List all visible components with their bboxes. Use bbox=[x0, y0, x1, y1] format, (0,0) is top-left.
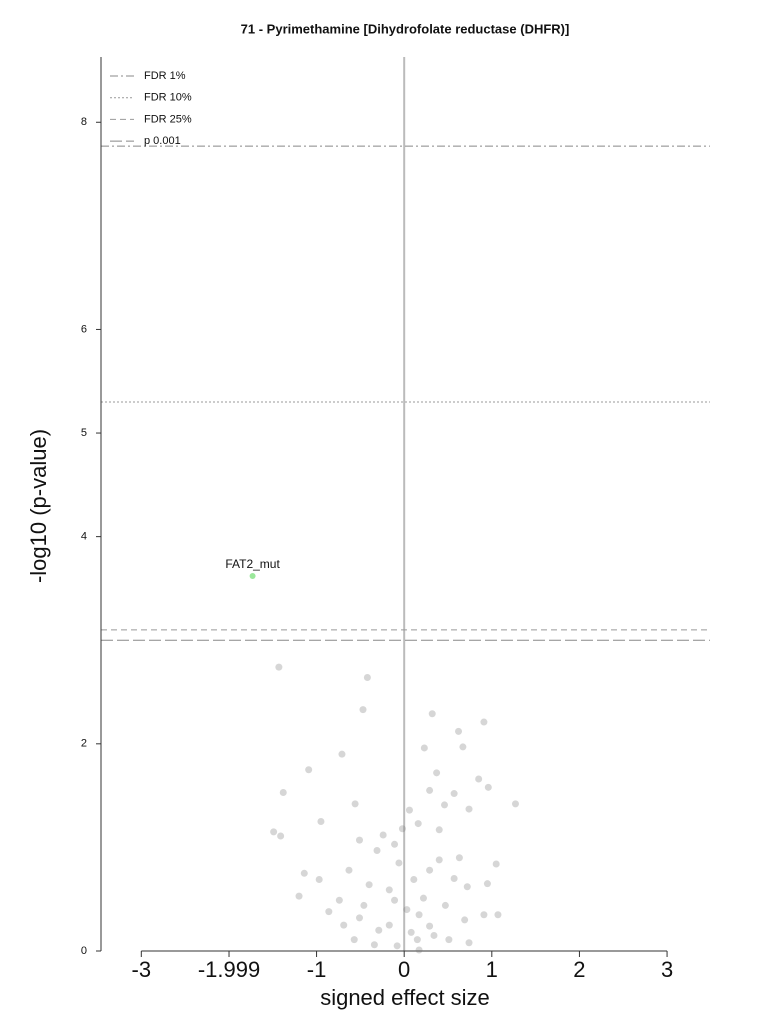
point bbox=[480, 718, 488, 726]
chart-title: 71 - Pyrimethamine [Dihydrofolate reduct… bbox=[241, 21, 570, 36]
point bbox=[350, 936, 358, 944]
point bbox=[279, 789, 287, 797]
point bbox=[415, 911, 423, 919]
point bbox=[395, 859, 403, 867]
point bbox=[345, 866, 353, 874]
point bbox=[433, 769, 441, 777]
point bbox=[480, 911, 488, 919]
point bbox=[426, 786, 434, 794]
point bbox=[420, 744, 428, 752]
point bbox=[305, 766, 313, 774]
point bbox=[484, 783, 492, 791]
point bbox=[365, 881, 373, 889]
legend-label: FDR 10% bbox=[144, 92, 192, 104]
point bbox=[359, 706, 367, 714]
legend-label: p 0.001 bbox=[144, 135, 181, 147]
point-label: FAT2_mut bbox=[225, 557, 280, 571]
point bbox=[465, 939, 473, 947]
point bbox=[475, 775, 483, 783]
point bbox=[413, 936, 421, 944]
x-tick-label: -1 bbox=[307, 957, 327, 982]
point bbox=[430, 931, 438, 939]
x-tick-label: 0 bbox=[398, 957, 410, 982]
point bbox=[355, 836, 363, 844]
point bbox=[492, 860, 500, 868]
point bbox=[414, 820, 422, 828]
point bbox=[317, 818, 325, 826]
point bbox=[338, 750, 346, 758]
point bbox=[375, 926, 383, 934]
point bbox=[450, 790, 458, 798]
point bbox=[351, 800, 359, 808]
point bbox=[415, 946, 423, 954]
point bbox=[511, 800, 519, 808]
x-tick-label: 2 bbox=[573, 957, 585, 982]
y-axis-label: -log10 (p-value) bbox=[26, 429, 51, 583]
point bbox=[270, 828, 278, 836]
point bbox=[450, 874, 458, 882]
y-tick-label: 5 bbox=[81, 427, 87, 439]
legend-label: FDR 25% bbox=[144, 113, 192, 125]
point bbox=[407, 928, 415, 936]
y-tick-label: 6 bbox=[81, 323, 87, 335]
point bbox=[410, 876, 418, 884]
point bbox=[419, 894, 427, 902]
point bbox=[435, 856, 443, 864]
point bbox=[445, 936, 453, 944]
point bbox=[300, 869, 308, 877]
y-tick-label: 0 bbox=[81, 945, 87, 957]
point bbox=[428, 710, 436, 718]
point bbox=[275, 663, 283, 671]
point bbox=[459, 743, 467, 751]
point bbox=[370, 941, 378, 949]
point bbox=[461, 916, 469, 924]
point bbox=[435, 826, 443, 834]
point bbox=[398, 825, 406, 833]
point bbox=[385, 921, 393, 929]
point bbox=[494, 911, 502, 919]
x-tick-label: -3 bbox=[132, 957, 152, 982]
point bbox=[325, 908, 333, 916]
legend-label: FDR 1% bbox=[144, 70, 186, 82]
x-tick-label: 3 bbox=[661, 957, 673, 982]
point bbox=[315, 876, 323, 884]
point bbox=[455, 727, 463, 735]
point bbox=[277, 832, 285, 840]
point bbox=[391, 896, 399, 904]
point bbox=[379, 831, 387, 839]
point bbox=[483, 880, 491, 888]
x-tick-label: -1.999 bbox=[198, 957, 260, 982]
point bbox=[463, 883, 471, 891]
point bbox=[465, 805, 473, 813]
point bbox=[403, 906, 411, 914]
point bbox=[363, 674, 371, 682]
point bbox=[295, 892, 303, 900]
point bbox=[373, 847, 381, 855]
highlight-point bbox=[249, 572, 256, 579]
y-tick-label: 4 bbox=[81, 531, 87, 543]
point bbox=[391, 840, 399, 848]
point bbox=[440, 801, 448, 809]
point bbox=[385, 886, 393, 894]
point bbox=[455, 854, 463, 862]
x-tick-label: 1 bbox=[486, 957, 498, 982]
x-axis-label: signed effect size bbox=[320, 985, 490, 1010]
y-tick-label: 8 bbox=[81, 116, 87, 128]
point bbox=[360, 901, 368, 909]
point bbox=[405, 806, 413, 814]
y-tick-label: 2 bbox=[81, 738, 87, 750]
point bbox=[441, 901, 449, 909]
point bbox=[340, 921, 348, 929]
point bbox=[426, 922, 434, 930]
point bbox=[335, 896, 343, 904]
point bbox=[426, 866, 434, 874]
point bbox=[355, 914, 363, 922]
point bbox=[393, 942, 401, 950]
